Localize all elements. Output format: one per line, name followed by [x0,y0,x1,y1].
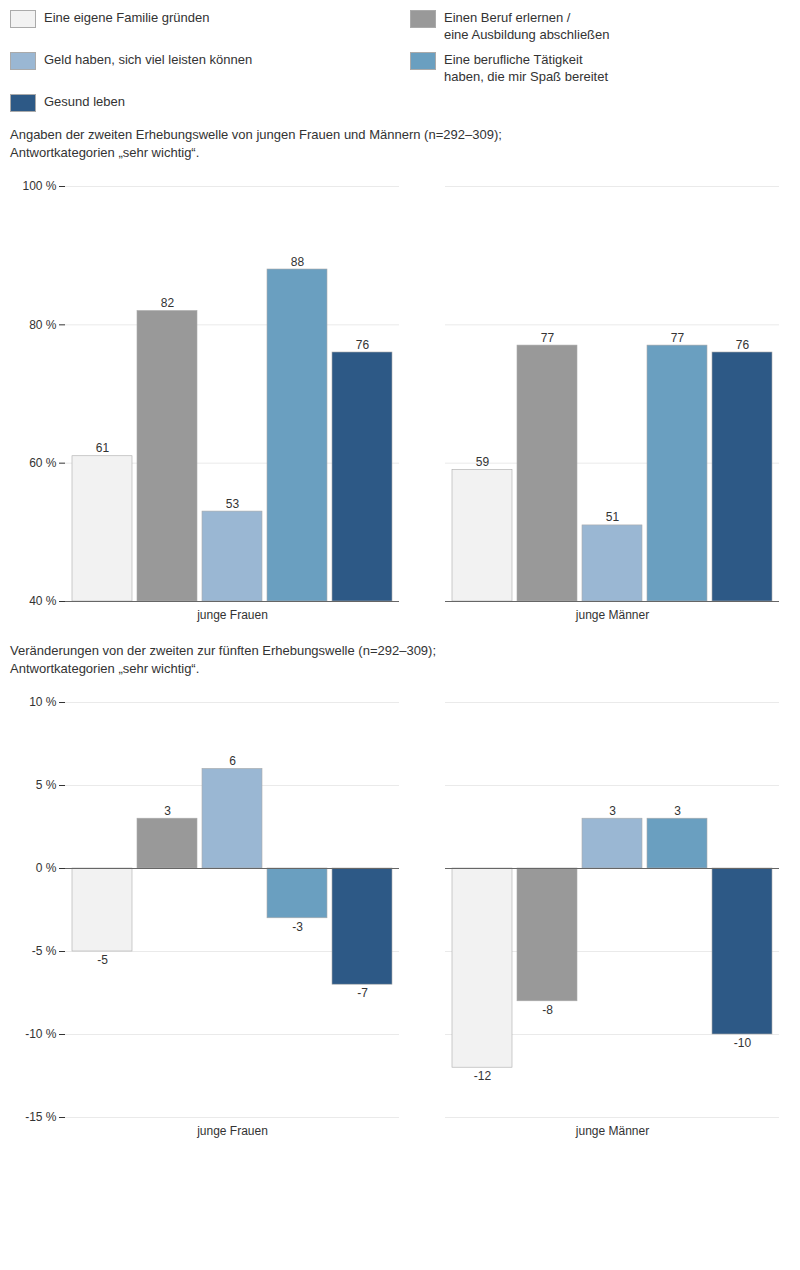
svg-text:3: 3 [164,804,171,818]
svg-text:59: 59 [476,455,490,469]
svg-text:-10 %: -10 % [25,1028,57,1042]
svg-text:88: 88 [291,254,305,268]
svg-text:junge Männer: junge Männer [575,608,649,622]
html-text:Gesund leben: Gesund leben [44,93,125,109]
svg-text:-10: -10 [734,1036,752,1050]
svg-text:80 %: 80 % [29,318,57,332]
svg-text:76: 76 [736,337,750,351]
html-text:Einen Beruf erlernen / eine Au: Einen Beruf erlernen / eine Ausbildung a… [444,10,610,42]
svg-text:61: 61 [96,441,110,455]
svg-text:3: 3 [674,804,681,818]
html-text:Veränderungen von der zweiten: Veränderungen von der zweiten zur fünfte… [10,642,436,677]
html-text:Geld haben, sich viel leisten: Geld haben, sich viel leisten können [44,51,253,67]
html-text:Eine berufliche Tätigkeit habe: Eine berufliche Tätigkeit haben, die mir… [444,51,608,84]
svg-text:77: 77 [671,331,685,345]
svg-text:6: 6 [229,754,236,768]
svg-text:junge Männer: junge Männer [575,1124,649,1138]
svg-text:-7: -7 [357,987,368,1001]
svg-text:-12: -12 [474,1070,492,1084]
svg-text:-3: -3 [292,920,303,934]
svg-text:5 %: 5 % [36,779,57,793]
svg-text:10 %: 10 % [29,696,57,710]
svg-text:junge Frauen: junge Frauen [196,608,268,622]
svg-text:40 %: 40 % [29,594,57,608]
svg-text:-5 %: -5 % [32,945,57,959]
svg-text:0 %: 0 % [36,862,57,876]
svg-text:-5: -5 [97,953,108,967]
svg-text:junge Frauen: junge Frauen [196,1124,268,1138]
svg-text:76: 76 [356,337,370,351]
svg-text:3: 3 [609,804,616,818]
svg-text:-8: -8 [542,1003,553,1017]
svg-text:82: 82 [161,296,175,310]
svg-text:100 %: 100 % [22,179,56,193]
svg-text:51: 51 [606,510,620,524]
html-text:Angaben der zweiten Erhebungsw: Angaben der zweiten Erhebungswelle von j… [10,126,502,160]
svg-text:-15 %: -15 % [25,1111,57,1125]
html-text:Eine eigene Familie gründen: Eine eigene Familie gründen [44,10,210,25]
svg-text:53: 53 [226,497,240,511]
svg-text:60 %: 60 % [29,456,57,470]
svg-text:77: 77 [541,331,555,345]
